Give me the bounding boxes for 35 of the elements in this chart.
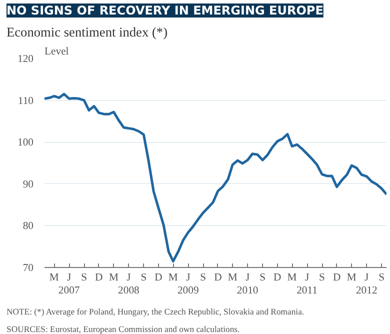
x-tick-label: S: [260, 272, 266, 284]
x-tick-label: M: [287, 272, 298, 284]
x-tick-label: J 2009: [177, 272, 199, 297]
x-tick-label: M: [346, 272, 357, 284]
x-tick-label: S: [319, 272, 326, 284]
x-tick-label: J 2012: [356, 272, 378, 297]
x-tick-label: J 2008: [118, 272, 140, 297]
x-tick-label: D: [95, 272, 104, 284]
x-tick-label: D: [274, 272, 282, 284]
x-tick-label: D: [154, 272, 163, 284]
x-tick-label: S: [378, 272, 385, 284]
x-tick-label: J 2011: [296, 272, 318, 297]
x-tick-label: D: [332, 272, 341, 284]
x-tick-label: M: [228, 272, 238, 284]
x-tick-label: S: [140, 272, 147, 284]
y-tick-label: 110: [18, 96, 34, 107]
y-tick-label: 120: [18, 54, 34, 65]
x-tick-label: M: [168, 272, 178, 284]
line-series: [44, 92, 386, 262]
x-tick-label: D: [214, 272, 222, 284]
x-tick-label: J 2010: [236, 272, 258, 297]
y-tick-label: 80: [22, 221, 34, 232]
source-note: SOURCES: Eurostat, European Commission and own calculations.: [6, 324, 240, 334]
y-tick-label: 100: [18, 138, 34, 149]
y-tick-label: 70: [22, 263, 34, 274]
x-tick-label: S: [81, 272, 88, 284]
x-tick-label: M: [49, 272, 60, 284]
x-tick-label: J 2007: [58, 272, 80, 297]
text: NOTE: (*) Average for Poland, Hungary, the Czech Republic, Slovakia and Romania.: [6, 306, 304, 316]
chart-subtitle: Economic sentiment index (*): [6, 24, 168, 40]
y-axis-title: Level: [44, 46, 69, 58]
y-tick-label: 90: [22, 179, 34, 190]
x-tick-label: M: [108, 272, 119, 284]
chart-title: NO SIGNS OF RECOVERY IN EMERGING EUROPE: [6, 4, 324, 18]
x-tick-label: S: [200, 272, 206, 284]
